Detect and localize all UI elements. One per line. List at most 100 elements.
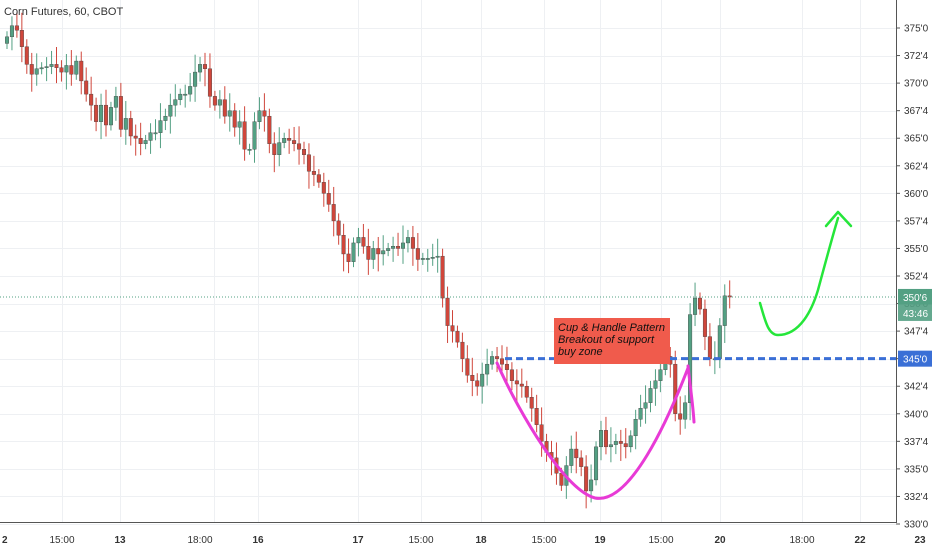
candle-body (440, 255, 445, 299)
candle-body (683, 402, 688, 420)
candle-body (376, 248, 381, 255)
candle-body (217, 99, 222, 106)
candle-body (153, 132, 158, 135)
countdown-tag (898, 304, 932, 321)
price-tick-label: 337'4 (904, 437, 929, 448)
time-tick-label: 19 (594, 535, 606, 546)
candle-body (460, 341, 465, 359)
candle-body (24, 46, 29, 65)
candle-body (346, 253, 351, 262)
candle-body (603, 430, 608, 448)
candle-body (94, 104, 99, 122)
candle-body (198, 64, 203, 73)
candle-body (529, 397, 534, 409)
price-tick-label: 347'4 (904, 327, 929, 338)
time-tick-label: 18:00 (789, 535, 814, 546)
candle-body (14, 25, 19, 31)
candle-body (425, 258, 430, 260)
candle-body (267, 115, 272, 144)
candle-body (272, 143, 277, 155)
last-price-tag (898, 288, 932, 305)
candle-body (232, 110, 237, 128)
candle-body (351, 242, 356, 262)
candle-body (128, 118, 133, 137)
time-tick-label: 18:00 (187, 535, 212, 546)
candle-body (311, 171, 316, 175)
candle-body (59, 67, 64, 73)
candle-body (396, 246, 401, 249)
candle-body (608, 444, 613, 448)
candle-body (688, 314, 693, 403)
candle-body (316, 174, 321, 183)
candle-body (9, 25, 14, 38)
candle-body (599, 430, 604, 448)
candle-body (509, 369, 514, 381)
time-tick-label: 17 (352, 535, 364, 546)
countdown-tag-label: 43:46 (903, 309, 928, 320)
price-tick-label: 370'0 (904, 79, 929, 90)
price-tick-label: 332'4 (904, 492, 929, 503)
candle-body (326, 193, 331, 205)
last-price-tag-label: 350'6 (903, 293, 928, 304)
annotation-line: Breakout of support (558, 334, 655, 346)
candle-body (138, 138, 143, 144)
candle-body (658, 369, 663, 381)
candle-body (237, 121, 242, 128)
time-tick-label: 2 (2, 535, 8, 546)
handle-curve (686, 364, 696, 424)
candle-body (628, 435, 633, 448)
time-axis[interactable]: 2 15:00 13 18:00 16 17 15:00 18 15:00 19 15:00 20 18… (2, 535, 926, 546)
grid-lines (0, 0, 896, 525)
candle-body (495, 356, 500, 359)
candle-body (534, 408, 539, 425)
candle-body (252, 121, 257, 150)
time-tick-label: 15:00 (408, 535, 433, 546)
candle-body (381, 250, 386, 255)
time-tick-label: 15:00 (531, 535, 556, 546)
candle-body (519, 383, 524, 387)
candle-body (183, 93, 188, 96)
candle-body (445, 297, 450, 326)
projection-arrowhead (824, 210, 853, 228)
time-tick-label: 15:00 (648, 535, 673, 546)
candle-body (638, 408, 643, 420)
candle-body (222, 99, 227, 117)
candle-body (391, 246, 396, 249)
candle-body (168, 104, 173, 117)
candle-body (242, 121, 247, 150)
candle-body (643, 402, 648, 409)
candle-body (504, 363, 509, 370)
candle-body (19, 30, 24, 47)
time-tick-label: 18 (475, 535, 487, 546)
time-tick-label: 15:00 (49, 535, 74, 546)
candle-body (282, 138, 287, 143)
candle-body (475, 380, 480, 387)
candle-body (435, 255, 440, 258)
candle-body (722, 295, 727, 326)
candle-body (539, 424, 544, 442)
candle-body (455, 330, 460, 343)
candle-body (178, 93, 183, 100)
candle-body (103, 104, 108, 126)
price-tick-label: 340'0 (904, 409, 929, 420)
candle-body (673, 363, 678, 414)
price-tick-label: 330'0 (904, 520, 929, 531)
candle-body (133, 135, 138, 139)
candle-body (227, 110, 232, 117)
price-tick-label: 360'0 (904, 189, 929, 200)
candle-body (500, 358, 505, 365)
candle-body (202, 64, 207, 69)
candle-body (490, 356, 495, 365)
candle-body (524, 386, 529, 398)
candle-body (450, 325, 455, 332)
candle-body (623, 443, 628, 448)
price-tick-label: 372'4 (904, 51, 929, 62)
time-tick-label: 13 (114, 535, 126, 546)
candle-body (618, 441, 623, 444)
candle-body (584, 466, 589, 492)
candle-body (693, 297, 698, 315)
candle-body (44, 66, 49, 68)
chart-title: Corn Futures, 60, CBOT (4, 6, 123, 18)
projection-arrow (758, 216, 840, 337)
